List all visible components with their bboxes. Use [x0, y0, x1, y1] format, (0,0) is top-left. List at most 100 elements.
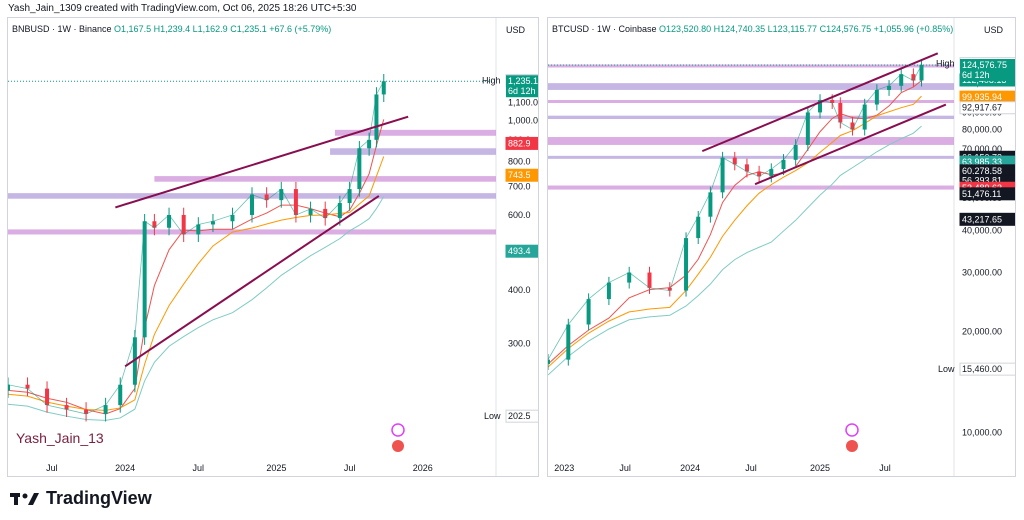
bnb-x-tick-label: 2025: [266, 463, 286, 473]
bnb-candle: [230, 214, 235, 222]
bnb-low-value: 202.5: [508, 411, 531, 421]
bnb-price-badge-bg: [505, 244, 538, 258]
btc-price-badge: 56,393.81: [962, 176, 1002, 186]
btc-event-lightning-icon: [845, 423, 859, 437]
credit-line: Yash_Jain_1309 created with TradingView.…: [8, 3, 357, 14]
btc-zone-band: [548, 83, 954, 90]
bnb-zone-band: [334, 129, 496, 136]
btc-candle: [911, 74, 916, 81]
bnb-candle: [181, 214, 186, 235]
btc-low: L123,115.77: [767, 24, 818, 34]
btc-candle: [887, 85, 892, 90]
bnb-high: H1,239.4: [153, 24, 191, 34]
bnb-channel-line: [124, 195, 380, 368]
bnb-candle: [152, 221, 157, 228]
bnb-candle: [367, 139, 372, 149]
btc-price-badge: 60,278.58: [962, 166, 1002, 176]
btc-candle: [862, 104, 867, 130]
bnb-x-tick-label: Jul: [46, 463, 58, 473]
btc-y-tick-label: 10,000.00: [962, 428, 1002, 438]
bnb-candle: [357, 148, 362, 190]
btc-zone-band: [548, 185, 954, 190]
btc-price-badge-bg: [959, 101, 1015, 115]
btc-chart-panel[interactable]: 10,000.0020,000.0030,000.0040,000.0050,0…: [547, 17, 1016, 477]
bnb-candle: [337, 203, 342, 219]
btc-candle: [899, 74, 904, 86]
bnb-candle: [167, 214, 172, 228]
btc-candle: [757, 171, 762, 177]
bnb-chart-panel[interactable]: 300.0400.0500.0600.0700.0800.0900.01,000…: [7, 17, 539, 477]
btc-candle: [769, 169, 774, 177]
bnb-candle: [250, 194, 254, 215]
btc-currency-button[interactable]: USD: [984, 25, 1004, 35]
bnb-watermark: Yash_Jain_13: [16, 430, 104, 446]
btc-candle: [708, 192, 713, 217]
btc-zone-band: [548, 155, 954, 159]
bnb-y-tick-label: 1,100.0: [508, 98, 538, 108]
bnb-event-flag-icon: [392, 440, 404, 452]
btc-chart-svg[interactable]: 10,000.0020,000.0030,000.0040,000.0050,0…: [548, 18, 1016, 477]
btc-zone-band: [548, 99, 954, 103]
btc-price-badge: 51,476.11: [962, 189, 1001, 199]
btc-candle: [606, 282, 611, 300]
btc-high: H124,740.35: [713, 24, 766, 34]
bnb-candle: [132, 337, 137, 385]
bnb-candle: [210, 221, 215, 225]
bnb-candle: [64, 405, 69, 410]
bnb-candle: [264, 194, 269, 201]
btc-y-tick-label: 70,000.00: [962, 144, 1002, 154]
bnb-price-badge: 493.4: [508, 246, 531, 256]
bnb-candle: [381, 81, 386, 95]
bnb-price-badge-bg: [505, 136, 538, 150]
btc-candle: [805, 112, 810, 145]
bnb-currency-button[interactable]: USD: [506, 25, 526, 35]
bnb-candle: [8, 384, 10, 391]
bnb-close: C1,235.1: [230, 24, 267, 34]
btc-candle: [586, 299, 591, 325]
btc-low-value-bg: [959, 362, 1015, 376]
bnb-candle: [103, 405, 108, 414]
bnb-candle: [84, 409, 89, 414]
bnb-candle: [347, 189, 352, 204]
btc-candle: [874, 89, 879, 105]
bnb-chart-svg[interactable]: 300.0400.0500.0600.0700.0800.0900.01,000…: [8, 18, 539, 477]
btc-candle: [684, 238, 689, 291]
tradingview-brand: TradingView: [46, 488, 152, 508]
bnb-price-line: [8, 81, 385, 415]
bnb-last-price-countdown: 6d 12h: [508, 86, 536, 96]
bnb-low-value-bg: [505, 409, 538, 423]
btc-candle: [696, 216, 701, 239]
bnb-last-price-bg: [506, 75, 538, 98]
tradingview-logo[interactable]: TradingView: [10, 488, 152, 509]
bnb-x-tick-label: Jul: [344, 463, 356, 473]
bnb-symbol-legend: BNBUSD · 1W · Binance O1,167.5 H1,239.4 …: [12, 24, 331, 34]
bnb-x-tick-label: 2024: [115, 463, 135, 473]
bnb-candle: [142, 221, 147, 338]
btc-zone-band: [548, 115, 954, 120]
bnb-price-badge: 882.9: [508, 138, 531, 148]
btc-event-flag-icon: [846, 440, 858, 452]
btc-y-tick-label: 80,000.00: [962, 125, 1002, 135]
bnb-zone-band: [330, 148, 496, 155]
btc-symbol: BTCUSD · 1W · Coinbase: [552, 24, 657, 34]
btc-high-label: High: [936, 59, 955, 69]
bnb-open: O1,167.5: [114, 24, 152, 34]
btc-candle: [793, 144, 798, 160]
btc-candle: [919, 65, 924, 81]
btc-low-value: 15,460.00: [962, 364, 1002, 374]
bnb-moving-average-2: [8, 156, 385, 411]
btc-moving-average-2: [548, 95, 922, 368]
btc-candle: [818, 99, 823, 113]
bnb-high-label: High: [482, 76, 501, 86]
btc-low-label: Low: [938, 364, 955, 374]
btc-moving-average-1: [548, 80, 922, 365]
btc-x-tick-label: Jul: [745, 463, 757, 473]
bnb-moving-average-3: [8, 196, 385, 421]
bnb-y-tick-label: 400.0: [508, 285, 531, 295]
btc-candle: [667, 287, 672, 291]
btc-x-tick-label: 2025: [810, 463, 830, 473]
btc-candle: [744, 164, 749, 172]
btc-y-tick-label: 40,000.00: [962, 226, 1002, 236]
btc-x-tick-label: 2023: [554, 463, 574, 473]
tradingview-logo-icon: [10, 492, 39, 505]
